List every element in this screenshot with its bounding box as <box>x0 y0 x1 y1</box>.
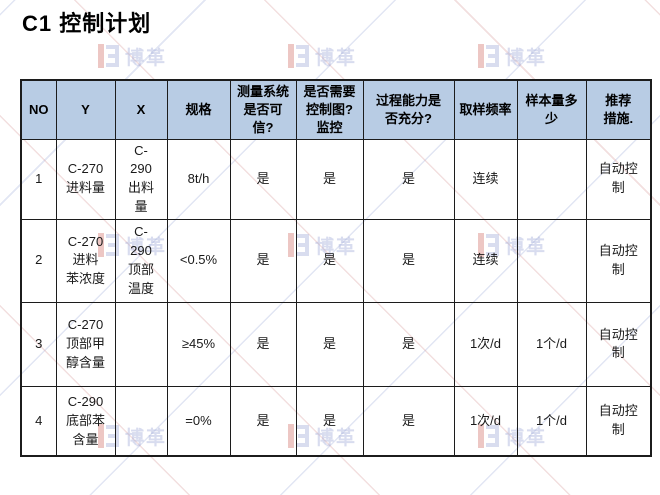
cell-control-chart: 是 <box>295 218 364 303</box>
cell-y: C-270 顶部甲 醇含量 <box>55 301 116 387</box>
header-recommended-action: 推荐 措施. <box>585 79 652 140</box>
cell-y: C-270 进料量 <box>55 138 116 220</box>
table-row: 2 C-270 进料 苯浓度 C-290 顶部 温度 <0.5% 是 是 是 连… <box>20 218 652 303</box>
header-spec: 规格 <box>166 79 231 140</box>
cell-sample-size <box>516 138 587 220</box>
cell-control-chart: 是 <box>295 385 364 457</box>
header-sample-size: 样本量多 少 <box>516 79 587 140</box>
cell-spec: 8t/h <box>166 138 231 220</box>
cell-x <box>114 301 168 387</box>
header-control-chart: 是否需要 控制图? 监控 <box>295 79 364 140</box>
header-no: NO <box>20 79 57 140</box>
cell-capability: 是 <box>362 301 455 387</box>
cell-msa-reliable: 是 <box>229 218 297 303</box>
boge-watermark-logo: 博革 <box>288 42 357 70</box>
header-row: NO Y X 规格 测量系统 是否可信? 是否需要 控制图? 监控 过程能力是 … <box>20 79 652 140</box>
cell-sampling-frequency: 连续 <box>453 138 518 220</box>
cell-no: 3 <box>20 301 57 387</box>
cell-msa-reliable: 是 <box>229 138 297 220</box>
cell-x: C-290 顶部 温度 <box>114 218 168 303</box>
cell-y: C-270 进料 苯浓度 <box>55 218 116 303</box>
cell-control-chart: 是 <box>295 301 364 387</box>
cell-spec: <0.5% <box>166 218 231 303</box>
cell-sample-size <box>516 218 587 303</box>
cell-x <box>114 385 168 457</box>
page-title: C1 控制计划 <box>22 11 152 36</box>
header-capability: 过程能力是 否充分? <box>362 79 455 140</box>
cell-no: 1 <box>20 138 57 220</box>
watermark-brand-text: 博革 <box>505 47 548 69</box>
cell-x: C-290 出料量 <box>114 138 168 220</box>
watermark-brand-text: 博革 <box>125 47 168 69</box>
logo-bar-icon <box>478 44 484 68</box>
table-row: 1 C-270 进料量 C-290 出料量 8t/h 是 是 是 连续 自动控制 <box>20 138 652 220</box>
cell-no: 4 <box>20 385 57 457</box>
header-y: Y <box>55 79 116 140</box>
header-msa-reliable: 测量系统 是否可信? <box>229 79 297 140</box>
cell-spec: ≥45% <box>166 301 231 387</box>
cell-msa-reliable: 是 <box>229 385 297 457</box>
table-row: 3 C-270 顶部甲 醇含量 ≥45% 是 是 是 1次/d 1个/d 自动控… <box>20 301 652 387</box>
table-row: 4 C-290 底部苯 含量 =0% 是 是 是 1次/d 1个/d 自动控制 <box>20 385 652 457</box>
cell-capability: 是 <box>362 385 455 457</box>
cell-control-chart: 是 <box>295 138 364 220</box>
watermark-brand-text: 博革 <box>315 47 358 69</box>
control-plan-table: NO Y X 规格 测量系统 是否可信? 是否需要 控制图? 监控 过程能力是 … <box>20 79 652 458</box>
cell-recommended-action: 自动控制 <box>585 385 652 457</box>
logo-g-icon <box>486 45 499 67</box>
cell-recommended-action: 自动控制 <box>585 301 652 387</box>
cell-recommended-action: 自动控制 <box>585 138 652 220</box>
header-x: X <box>114 79 168 140</box>
boge-watermark-logo: 博革 <box>478 42 547 70</box>
logo-g-icon <box>296 45 309 67</box>
cell-capability: 是 <box>362 218 455 303</box>
cell-sampling-frequency: 1次/d <box>453 385 518 457</box>
cell-recommended-action: 自动控制 <box>585 218 652 303</box>
cell-capability: 是 <box>362 138 455 220</box>
boge-watermark-logo: 博革 <box>98 42 167 70</box>
logo-g-icon <box>106 45 119 67</box>
cell-no: 2 <box>20 218 57 303</box>
cell-sample-size: 1个/d <box>516 301 587 387</box>
cell-y: C-290 底部苯 含量 <box>55 385 116 457</box>
cell-sampling-frequency: 连续 <box>453 218 518 303</box>
cell-msa-reliable: 是 <box>229 301 297 387</box>
header-sampling-frequency: 取样频率 <box>453 79 518 140</box>
cell-sampling-frequency: 1次/d <box>453 301 518 387</box>
logo-bar-icon <box>98 44 104 68</box>
logo-bar-icon <box>288 44 294 68</box>
cell-spec: =0% <box>166 385 231 457</box>
cell-sample-size: 1个/d <box>516 385 587 457</box>
